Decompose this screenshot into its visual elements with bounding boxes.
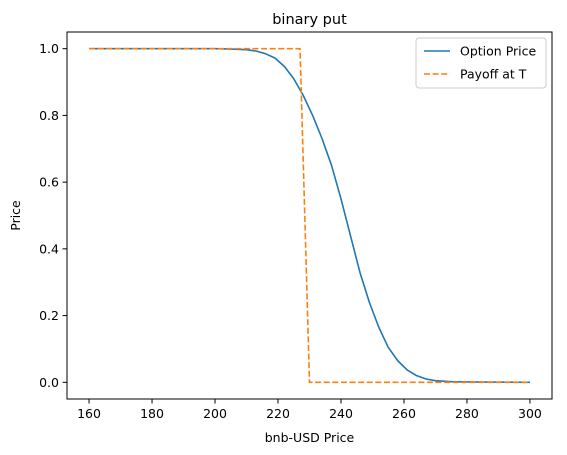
x-tick-label: 240 [329, 406, 353, 421]
y-axis-ticks: 0.0 0.2 0.4 0.6 0.8 1.0 [39, 41, 67, 390]
y-tick-label: 0.8 [39, 108, 59, 123]
x-tick-label: 220 [266, 406, 290, 421]
x-tick-label: 180 [140, 406, 164, 421]
x-tick-label: 280 [455, 406, 479, 421]
legend-label-option-price: Option Price [460, 44, 536, 59]
x-tick-label: 160 [77, 406, 101, 421]
y-tick-label: 0.6 [39, 175, 59, 190]
chart-title: binary put [272, 12, 347, 28]
y-tick-label: 0.2 [39, 308, 59, 323]
x-tick-label: 200 [203, 406, 227, 421]
plot-frame [66, 31, 553, 400]
plot-lines [89, 47, 530, 384]
series-line-payoff-at-t [89, 47, 530, 384]
y-tick-label: 0.0 [39, 375, 59, 390]
x-tick-label: 260 [392, 406, 416, 421]
y-tick-label: 1.0 [39, 41, 59, 56]
x-axis-ticks: 160 180 200 220 240 260 280 300 [77, 399, 542, 421]
legend-label-payoff-at-t: Payoff at T [460, 67, 527, 82]
y-tick-label: 0.4 [39, 241, 59, 256]
x-axis-label: bnb-USD Price [265, 430, 355, 445]
y-axis-label: Price [8, 200, 23, 231]
legend: Option Price Payoff at T [415, 37, 547, 89]
series-line-option-price [89, 47, 530, 384]
x-tick-label: 300 [518, 406, 542, 421]
